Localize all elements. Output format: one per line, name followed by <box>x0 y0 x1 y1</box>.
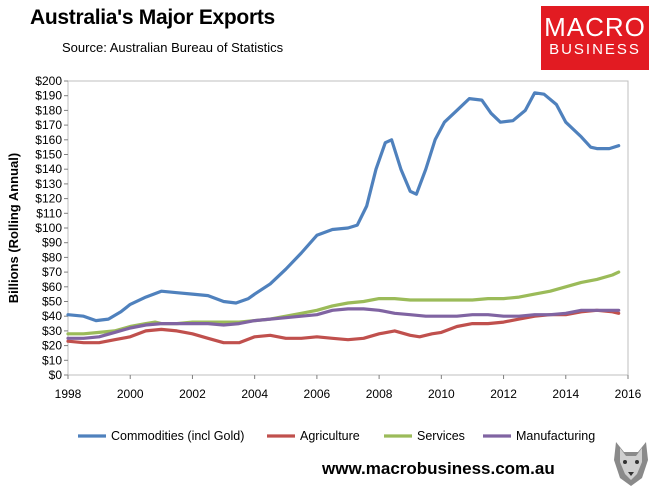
legend-label-commodities: Commodities (incl Gold) <box>111 429 244 443</box>
series-line-services <box>66 270 621 336</box>
chart-title: Australia's Major Exports <box>30 6 275 29</box>
x-tick-label: 2010 <box>428 387 455 401</box>
series-line-agriculture <box>66 308 621 345</box>
y-tick-label: $60 <box>42 280 62 294</box>
logo-line-1: MACRO <box>544 12 646 42</box>
legend-label-agriculture: Agriculture <box>300 429 360 443</box>
x-tick-label: 2004 <box>241 387 268 401</box>
y-tick-label: $190 <box>35 89 62 103</box>
x-tick-label: 2012 <box>490 387 517 401</box>
x-tick-label: 2014 <box>552 387 579 401</box>
y-tick-label: $0 <box>49 368 63 382</box>
macrobusiness-logo: MACRO BUSINESS <box>541 6 649 70</box>
x-tick-label: 2006 <box>304 387 331 401</box>
series-line-commodities <box>66 91 621 323</box>
y-tick-label: $50 <box>42 295 62 309</box>
y-tick-label: $100 <box>35 221 62 235</box>
x-tick-label: 1998 <box>55 387 82 401</box>
x-tick-label: 2008 <box>366 387 393 401</box>
y-tick-label: $10 <box>42 353 62 367</box>
chart-source: Source: Australian Bureau of Statistics <box>62 40 284 55</box>
series-line-manufacturing <box>66 307 621 340</box>
y-tick-label: $120 <box>35 192 62 206</box>
logo-line-2: BUSINESS <box>549 41 641 58</box>
y-tick-label: $200 <box>35 74 62 88</box>
y-tick-label: $140 <box>35 162 62 176</box>
y-tick-label: $40 <box>42 309 62 323</box>
legend-label-services: Services <box>417 429 465 443</box>
wolf-icon <box>614 442 648 486</box>
x-tick-label: 2016 <box>615 387 642 401</box>
y-tick-label: $30 <box>42 324 62 338</box>
y-tick-label: $160 <box>35 133 62 147</box>
y-tick-label: $170 <box>35 118 62 132</box>
y-tick-label: $180 <box>35 103 62 117</box>
website-url: www.macrobusiness.com.au <box>322 459 555 478</box>
y-tick-label: $80 <box>42 250 62 264</box>
x-tick-label: 2000 <box>117 387 144 401</box>
y-tick-label: $70 <box>42 265 62 279</box>
y-tick-label: $130 <box>35 177 62 191</box>
y-tick-label: $150 <box>35 148 62 162</box>
y-axis-label: Billions (Rolling Annual) <box>6 153 21 303</box>
x-tick-label: 2002 <box>179 387 206 401</box>
y-tick-label: $110 <box>36 206 62 220</box>
y-tick-label: $20 <box>42 339 62 353</box>
y-tick-label: $90 <box>42 236 62 250</box>
legend-label-manufacturing: Manufacturing <box>516 429 595 443</box>
